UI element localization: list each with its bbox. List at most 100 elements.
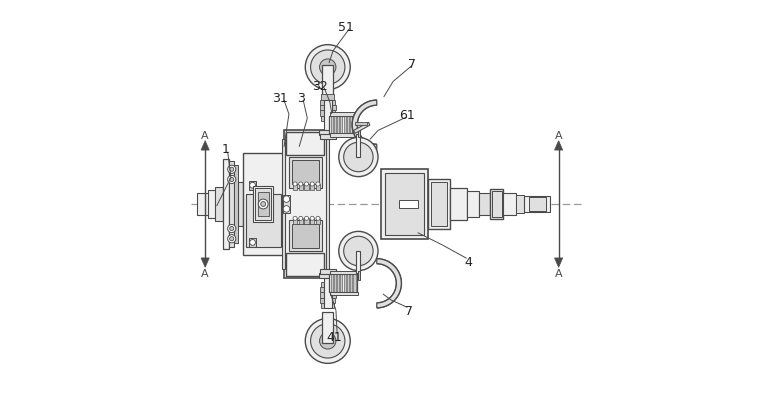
Bar — [450, 189, 467, 220]
Bar — [399, 200, 418, 209]
Bar — [321, 282, 334, 287]
Circle shape — [299, 217, 303, 221]
Bar — [282, 139, 286, 270]
Circle shape — [261, 202, 265, 207]
Bar — [284, 131, 327, 278]
Circle shape — [293, 217, 297, 221]
Bar — [354, 273, 355, 294]
Circle shape — [305, 45, 350, 90]
Bar — [319, 273, 337, 278]
Circle shape — [230, 178, 234, 182]
Circle shape — [310, 217, 314, 221]
Text: 3: 3 — [297, 92, 305, 105]
Bar — [229, 162, 235, 247]
Circle shape — [230, 168, 234, 172]
Text: 31: 31 — [272, 92, 287, 105]
Bar — [304, 184, 309, 191]
Text: 51: 51 — [338, 21, 354, 34]
Bar — [249, 181, 256, 190]
Bar — [491, 190, 503, 219]
Bar — [323, 312, 333, 343]
Bar — [337, 273, 339, 294]
Bar — [356, 252, 361, 274]
Circle shape — [304, 182, 309, 187]
Circle shape — [305, 319, 350, 364]
Bar — [431, 182, 447, 227]
Circle shape — [316, 217, 320, 221]
Circle shape — [316, 182, 320, 187]
Circle shape — [299, 182, 303, 187]
Bar — [428, 179, 450, 230]
Bar — [344, 115, 346, 136]
Bar — [354, 115, 355, 136]
Circle shape — [310, 324, 345, 358]
Text: A: A — [201, 269, 209, 279]
Bar — [358, 129, 360, 137]
Bar — [321, 117, 334, 122]
Bar — [479, 193, 491, 216]
Bar — [529, 198, 546, 211]
Circle shape — [228, 235, 236, 243]
Bar — [329, 117, 357, 135]
Bar — [330, 292, 358, 295]
Bar — [330, 273, 333, 294]
Bar — [341, 273, 342, 294]
Circle shape — [310, 51, 345, 85]
Text: 1: 1 — [221, 143, 230, 156]
Circle shape — [320, 333, 336, 349]
Circle shape — [228, 225, 236, 233]
Bar — [330, 271, 358, 274]
Circle shape — [344, 237, 373, 266]
Bar — [320, 106, 336, 111]
Bar — [330, 113, 358, 117]
Bar — [238, 182, 243, 227]
Bar — [253, 187, 273, 222]
Circle shape — [304, 217, 309, 221]
Text: 7: 7 — [409, 57, 416, 70]
Polygon shape — [354, 123, 370, 134]
Bar — [355, 123, 368, 126]
Bar — [299, 184, 303, 191]
Bar — [350, 273, 352, 294]
Bar — [347, 115, 349, 136]
Circle shape — [259, 200, 268, 209]
Text: 4: 4 — [464, 255, 473, 268]
Bar — [385, 174, 424, 235]
Circle shape — [293, 182, 297, 187]
Circle shape — [339, 232, 378, 271]
Bar — [286, 133, 324, 155]
Bar — [320, 298, 335, 303]
Bar — [320, 101, 335, 106]
Bar — [255, 189, 271, 220]
Bar — [337, 115, 339, 136]
Bar — [321, 302, 334, 308]
Bar — [320, 287, 335, 292]
Text: 41: 41 — [326, 330, 342, 344]
Polygon shape — [352, 101, 377, 150]
Bar — [310, 184, 314, 191]
Bar — [289, 157, 323, 188]
Bar — [320, 135, 336, 139]
Bar — [324, 276, 332, 308]
Bar — [320, 292, 336, 298]
Bar — [286, 254, 324, 276]
Text: A: A — [555, 130, 563, 140]
Bar — [381, 170, 428, 239]
Bar — [316, 218, 320, 225]
Bar — [323, 66, 333, 97]
Text: 32: 32 — [312, 80, 327, 93]
Polygon shape — [554, 258, 563, 267]
Circle shape — [230, 227, 234, 231]
Bar — [524, 197, 550, 212]
Bar — [249, 238, 256, 247]
Circle shape — [228, 176, 236, 184]
Bar — [334, 115, 336, 136]
Bar — [293, 184, 297, 191]
Circle shape — [339, 138, 378, 177]
Text: A: A — [555, 269, 563, 279]
Polygon shape — [201, 142, 209, 151]
Bar — [358, 272, 360, 280]
Bar — [330, 115, 333, 136]
Bar — [316, 184, 320, 191]
Bar — [341, 115, 342, 136]
